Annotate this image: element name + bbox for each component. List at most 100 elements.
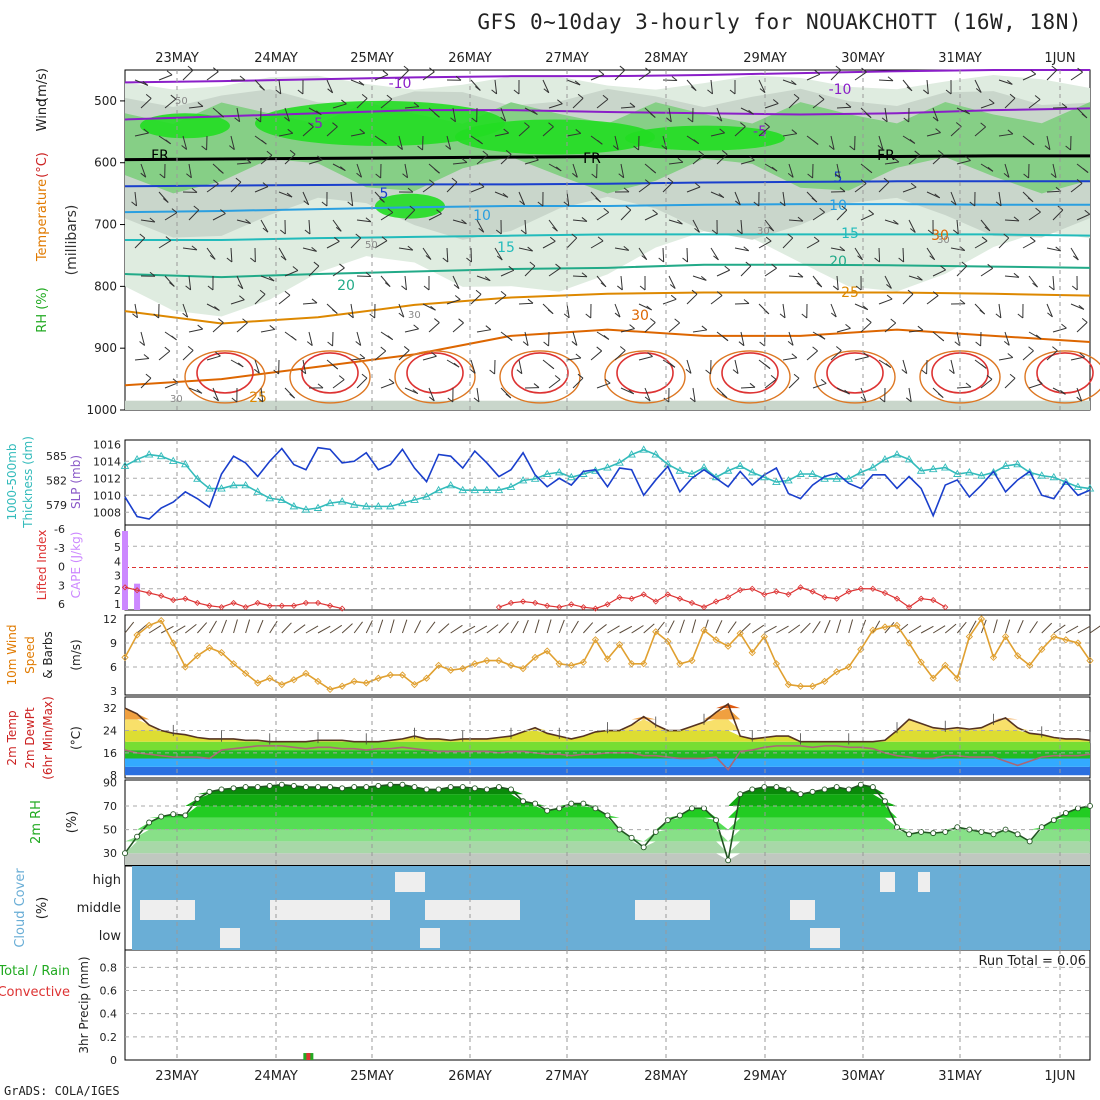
wind-barb-flag xyxy=(749,382,756,388)
thickness-line-point xyxy=(301,505,311,513)
wind-barb-flag xyxy=(814,69,821,75)
thickness-line-point xyxy=(349,500,359,508)
wind-barb-flag xyxy=(339,263,345,269)
wind-barb-flag xyxy=(862,305,869,311)
wind-barb xyxy=(1004,377,1016,389)
rh2m-line-point xyxy=(918,828,925,835)
date-label-bottom: 30MAY xyxy=(841,1069,885,1084)
wind-barb-flag xyxy=(1007,129,1014,135)
wind-barb xyxy=(566,357,581,361)
wind-barb-flag xyxy=(907,289,914,295)
wind-barb xyxy=(1070,247,1079,261)
wind-barb xyxy=(518,191,525,206)
cloud-patch xyxy=(880,872,895,892)
wind-barb-flag xyxy=(209,254,216,260)
wind-barb-flag xyxy=(237,362,244,368)
thickness-line-point xyxy=(434,485,443,494)
wind-barb-flag xyxy=(403,346,410,351)
wind-speed-line-point xyxy=(519,664,527,673)
temp-tick: 16 xyxy=(103,747,117,760)
wind-barb-flag xyxy=(381,139,387,145)
y-tick-label-mb: 500 xyxy=(94,94,117,108)
wind-barb-flag xyxy=(434,318,440,323)
wind-barb xyxy=(284,153,296,165)
wind-barb-flag xyxy=(836,346,842,351)
wind-barb-flag xyxy=(182,312,188,318)
thickness-line-point xyxy=(337,497,347,505)
wind-barb xyxy=(716,107,723,122)
wind-barb-10m xyxy=(884,622,895,634)
wind-barb-flag xyxy=(729,89,736,95)
wind-barb-10m xyxy=(353,621,363,634)
wind-barb xyxy=(398,350,410,361)
wind-barb-flag xyxy=(185,285,191,291)
wind-barb xyxy=(278,132,293,137)
rh2m-line-point xyxy=(713,817,720,824)
wind-barb xyxy=(884,322,897,333)
wind-speed-line-point xyxy=(929,674,937,682)
wind-barb-flag xyxy=(603,207,610,213)
wind-barb xyxy=(908,329,923,333)
wind-speed-line-point xyxy=(483,656,491,665)
wind-barb xyxy=(230,181,242,193)
isotherm-label: 10 xyxy=(829,198,847,214)
wind-barb-flag xyxy=(671,76,678,81)
li-tick: 6 xyxy=(58,598,65,611)
wind-barb xyxy=(878,247,881,263)
wind-barb-flag xyxy=(857,255,863,261)
wind-barb-flag xyxy=(218,169,224,174)
wind-barb-10m xyxy=(848,619,854,634)
wind-barb-10m xyxy=(365,620,373,634)
wind-barb-flag xyxy=(988,98,995,104)
rh-band xyxy=(125,829,1090,842)
rh2m-line-point xyxy=(435,786,442,793)
wind-speed-line-point xyxy=(989,653,998,662)
wind-barb xyxy=(710,295,723,305)
wind-barb-flag xyxy=(532,110,538,115)
wind-barb xyxy=(500,269,514,277)
thickness-line-point xyxy=(241,480,250,489)
wind-barb-flag xyxy=(1076,179,1083,184)
wind-barb-flag xyxy=(347,201,353,207)
wind-barb xyxy=(1022,240,1036,249)
lifted-index-point xyxy=(314,599,322,606)
wind-barb xyxy=(326,126,338,137)
wind-barb xyxy=(518,247,533,252)
wind-speed-line-point xyxy=(531,653,539,662)
precip-bar-convective xyxy=(306,1053,311,1060)
wind-barb-flag xyxy=(701,325,708,331)
wind-barb-flag xyxy=(321,201,328,207)
wind-barb xyxy=(404,106,419,109)
wind-barb xyxy=(908,154,920,165)
wind-barb xyxy=(182,350,194,361)
wind-barb-10m xyxy=(414,620,422,634)
wind-barb-flag xyxy=(735,200,741,206)
wind-barb-10m xyxy=(377,619,384,634)
legend-convective: Convective xyxy=(0,985,70,1000)
wind-barb xyxy=(1028,211,1041,221)
wind-barb-flag xyxy=(883,177,890,183)
rh2m-line-point xyxy=(399,781,406,788)
wind-barb xyxy=(614,350,626,361)
rh2m-line-point xyxy=(520,798,527,805)
wind-barb xyxy=(638,183,651,193)
panel-frame-p8 xyxy=(124,949,1091,1061)
slp-tick: 1010 xyxy=(93,489,121,502)
wind-speed-line-point xyxy=(290,676,298,684)
wind-barb-flag xyxy=(952,229,959,235)
wind-barb-flag xyxy=(255,117,261,123)
wind-barb-flag xyxy=(698,150,705,156)
thickness-line-point xyxy=(1061,477,1071,486)
wind-barb-flag xyxy=(1065,145,1071,151)
wind-barb-flag xyxy=(646,305,652,311)
wind-barb xyxy=(1046,247,1061,252)
wind-barb-flag xyxy=(811,197,818,203)
wind-barb-flag xyxy=(617,285,623,291)
wind-barb-flag xyxy=(639,285,646,291)
wind-barb-flag xyxy=(461,219,467,225)
wind-barb-flag xyxy=(602,94,609,100)
wind-barb-flag xyxy=(275,89,282,95)
wind-barb xyxy=(572,163,578,178)
wind-barb-flag xyxy=(361,373,368,379)
isotherm-10 xyxy=(124,203,1090,214)
